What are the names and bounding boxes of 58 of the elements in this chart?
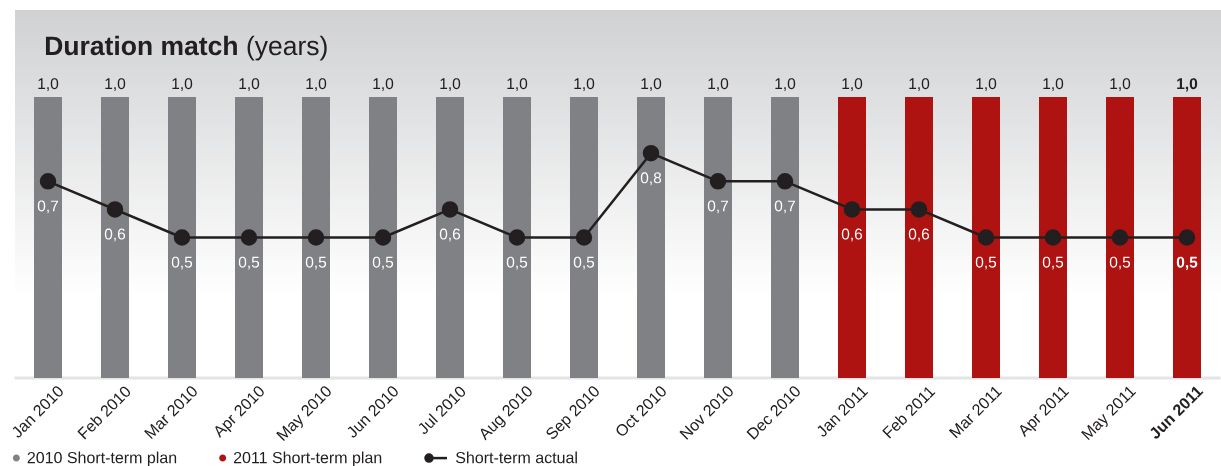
data-label: 0,7 [707,200,728,214]
point [508,229,526,246]
point [106,201,124,218]
legend-label: Short-term actual [455,451,577,464]
data-label: 1,0 [172,78,193,91]
data-label: 1,0 [440,78,461,91]
data-label: 0,8 [640,172,662,186]
point [374,229,392,246]
point [1111,229,1129,246]
data-label: 1,0 [507,78,528,91]
point [39,173,57,190]
data-label: 0,5 [573,256,595,270]
data-label: 0,6 [908,228,930,242]
point [910,201,928,218]
data-label: 1,0 [775,78,796,91]
data-label: 1,0 [641,78,662,91]
point [240,229,258,246]
data-label: 0,5 [238,256,260,270]
data-label: 0,5 [372,256,394,270]
data-label: 0,5 [1042,256,1064,270]
data-label: 0,5 [171,256,193,270]
data-label: 1,0 [1110,78,1131,91]
data-label: 0,5 [506,256,528,270]
point [307,229,325,246]
legend-label: 2010 Short-term plan [27,451,177,466]
data-label: 0,5 [1176,256,1198,270]
point [441,201,459,218]
data-label: 0,5 [305,256,327,270]
data-label: 0,5 [1109,256,1131,270]
point [575,229,593,246]
data-label: 1,0 [306,78,327,91]
point [977,229,995,246]
data-label: 0,6 [841,228,863,242]
data-label: 1,0 [38,78,59,91]
data-label: 1,0 [105,78,126,91]
data-label: 0,7 [37,200,58,214]
data-label: 1,0 [574,78,595,91]
legend-label: 2011 Short-term plan [233,451,382,466]
point [776,173,794,190]
data-label: 1,0 [909,78,930,91]
chart-title: Duration match (years) [45,35,327,61]
point [1044,229,1062,246]
point [642,144,660,162]
data-label: 0,7 [774,200,795,214]
data-label: 1,0 [976,78,997,91]
data-label: 1,0 [1043,78,1064,91]
data-label: 0,6 [439,228,461,242]
data-label: 1,0 [842,78,863,91]
point [173,229,191,246]
point [709,173,727,190]
point [1178,229,1196,246]
data-label: 1,0 [239,78,260,91]
data-label: 1,0 [1177,78,1198,92]
data-label: 1,0 [373,78,394,91]
data-label: 0,5 [975,256,997,270]
point [843,201,861,218]
data-label: 0,6 [104,228,126,242]
data-label: 1,0 [708,78,729,91]
